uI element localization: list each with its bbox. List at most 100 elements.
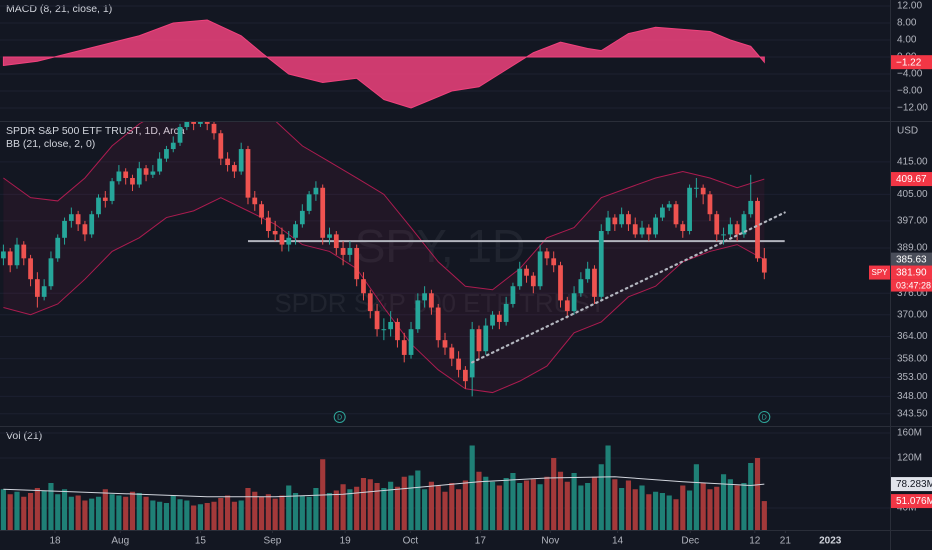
volume-bar: [354, 486, 360, 530]
candle-body: [89, 214, 95, 235]
pane-title: MACD (8, 21, close, 1): [6, 3, 112, 15]
volume-bar: [734, 485, 740, 530]
candle-body: [130, 177, 135, 185]
candle-body: [517, 268, 523, 287]
volume-bar: [184, 500, 190, 530]
y-tick-label: −8.00: [897, 86, 923, 97]
volume-bar: [394, 486, 401, 530]
volume-bar: [415, 470, 421, 530]
pane: [0, 122, 890, 415]
price-tag: [891, 494, 932, 509]
volume-bar: [21, 496, 27, 530]
price-tag-label: 51.076M: [896, 496, 932, 507]
volume-bar: [401, 476, 407, 530]
volume-bar: [666, 495, 672, 530]
candle-body: [653, 217, 658, 235]
volume-bar: [340, 484, 346, 530]
candle-body: [34, 279, 40, 297]
y-tick-label: 160M: [897, 428, 922, 439]
candle-body: [313, 187, 319, 195]
volume-bar: [374, 483, 380, 530]
x-tick-label: Dec: [681, 536, 699, 547]
candle-body: [225, 158, 230, 166]
candle-body: [170, 142, 176, 150]
volume-bar: [129, 491, 136, 530]
x-tick-label: Nov: [541, 536, 559, 547]
symbol-tag: [869, 265, 890, 280]
candle-body: [469, 329, 475, 378]
candle-body: [62, 220, 67, 238]
candle-body: [143, 168, 149, 175]
y-tick-label: 364.00: [897, 331, 928, 342]
candle-body: [102, 197, 108, 201]
volume-bar: [163, 503, 170, 530]
candle-body: [578, 279, 584, 294]
candle-body: [449, 347, 455, 359]
volume-bar: [605, 445, 611, 530]
candle-body: [333, 234, 339, 249]
candle-body: [700, 187, 706, 195]
candle-body: [707, 194, 713, 215]
volume-bar: [428, 481, 434, 530]
candle-body: [68, 214, 74, 221]
candle-body: [598, 231, 604, 297]
candle-body: [680, 224, 686, 232]
volume-bar: [442, 491, 448, 530]
price-tag-label: 381.90: [896, 268, 927, 279]
volume-bar: [462, 480, 468, 530]
candle-body: [374, 311, 380, 330]
symbol-label: SPY: [871, 268, 888, 277]
price-tag: [891, 252, 932, 267]
x-tick-label: Oct: [403, 536, 419, 547]
candle-body: [116, 171, 122, 182]
volume-bar: [225, 495, 231, 530]
candle-body: [177, 126, 183, 143]
y-tick-label: 397.00: [897, 216, 928, 227]
candle-body: [388, 321, 394, 330]
volume-bar: [761, 501, 767, 530]
volume-bar: [741, 483, 747, 530]
y-tick-label: 12.00: [897, 1, 922, 12]
volume-bar: [707, 489, 713, 530]
volume-bar: [632, 489, 638, 530]
volume-bar: [347, 489, 353, 530]
volume-bar: [313, 488, 319, 530]
volume-bar: [123, 496, 129, 530]
volume-bar: [530, 479, 536, 530]
dividend-label: D: [762, 414, 767, 421]
volume-bar: [218, 498, 224, 530]
candle-body: [381, 329, 387, 331]
volume-bar: [523, 480, 530, 530]
volume-bar: [150, 500, 156, 530]
volume-bar: [68, 496, 74, 530]
volume-bar: [0, 489, 6, 530]
candle-body: [619, 214, 625, 225]
candle-body: [626, 214, 631, 225]
candle-body: [558, 265, 563, 301]
volume-bar: [7, 494, 13, 530]
candle-body: [571, 293, 577, 312]
y-tick-label: 389.00: [897, 243, 928, 254]
candle-body: [164, 149, 169, 159]
candle-body: [544, 251, 550, 259]
candle-body: [218, 133, 224, 159]
volume-bar: [102, 489, 108, 530]
y-tick-label: 415.00: [897, 156, 928, 167]
volume-bar: [191, 505, 197, 530]
candle-body: [721, 234, 726, 236]
candle-body: [476, 329, 482, 352]
candle-body: [184, 122, 190, 127]
candle-body: [109, 181, 115, 201]
volume-bar: [537, 484, 543, 530]
candle-body: [714, 214, 720, 235]
candle-body: [96, 197, 101, 215]
volume-bar: [252, 491, 258, 530]
countdown-label: 03:47:28: [896, 280, 931, 290]
candle-body: [259, 204, 264, 218]
y-tick-label: 405.00: [897, 189, 928, 200]
volume-bar: [517, 483, 523, 530]
candle-body: [748, 200, 754, 215]
candle-body: [564, 300, 570, 312]
volume-bar: [211, 501, 217, 530]
